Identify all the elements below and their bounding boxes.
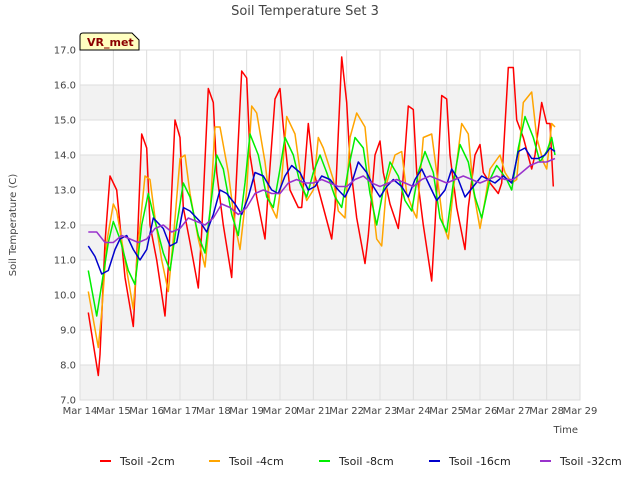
x-tick-label: Mar 20 xyxy=(263,406,298,417)
station-badge: VR_met xyxy=(79,32,140,51)
x-tick-label: Mar 18 xyxy=(196,406,231,417)
plot-band xyxy=(80,365,580,400)
legend-label: Tsoil -4cm xyxy=(228,455,284,468)
plot-band xyxy=(80,120,580,155)
plot-band xyxy=(80,330,580,365)
plot-band xyxy=(80,295,580,330)
series-line xyxy=(87,147,556,275)
y-tick-label: 8.0 xyxy=(60,361,76,372)
plot-frame xyxy=(79,49,581,401)
legend-label: Tsoil -16cm xyxy=(448,455,511,468)
series-line xyxy=(88,157,556,244)
x-tick-label: Mar 26 xyxy=(463,406,498,417)
x-tick-label: Mar 23 xyxy=(363,406,398,417)
data-series xyxy=(87,56,556,377)
legend-label: Tsoil -2cm xyxy=(119,455,175,468)
plot-band xyxy=(80,85,580,120)
plot-band xyxy=(80,260,580,295)
chart-title: Soil Temperature Set 3 xyxy=(231,4,379,19)
plot-background xyxy=(80,50,580,400)
series-line xyxy=(87,115,556,317)
x-tick-label: Mar 25 xyxy=(429,406,464,417)
y-tick-label: 9.0 xyxy=(60,326,76,337)
y-tick-label: 17.0 xyxy=(54,46,76,57)
badge-shape xyxy=(79,32,140,51)
x-tick-label: Mar 17 xyxy=(163,406,198,417)
y-axis-ticks: 7.0 8.0 9.0 10.0 11.0 12.0 13.0 14.0 15.0 16.0 17.… xyxy=(54,46,76,407)
x-tick-label: Mar 28 xyxy=(529,406,564,417)
x-tick-label: Mar 27 xyxy=(496,406,531,417)
x-axis-label: Time xyxy=(553,425,578,436)
y-tick-label: 7.0 xyxy=(60,396,76,407)
y-tick-label: 15.0 xyxy=(54,116,76,127)
plot-band xyxy=(80,190,580,225)
y-tick-label: 12.0 xyxy=(54,221,76,232)
y-tick-label: 11.0 xyxy=(54,256,76,267)
y-tick-label: 10.0 xyxy=(54,291,76,302)
x-tick-label: Mar 19 xyxy=(229,406,264,417)
x-tick-label: Mar 21 xyxy=(296,406,331,417)
y-tick-label: 13.0 xyxy=(54,186,76,197)
x-tick-label: Mar 16 xyxy=(129,406,164,417)
y-axis-label: Soil Temperature (C) xyxy=(8,174,19,277)
series-line xyxy=(87,91,556,349)
y-tick-label: 16.0 xyxy=(54,81,76,92)
legend-label: Tsoil -32cm xyxy=(559,455,622,468)
x-tick-label: Mar 14 xyxy=(63,406,98,417)
legend-label: Tsoil -8cm xyxy=(338,455,394,468)
badge-label: VR_met xyxy=(87,36,134,49)
plot-band xyxy=(80,50,580,85)
x-tick-label: Mar 22 xyxy=(329,406,364,417)
y-tick-label: 14.0 xyxy=(54,151,76,162)
x-tick-label: Mar 15 xyxy=(96,406,131,417)
x-tick-label: Mar 24 xyxy=(396,406,431,417)
x-tick-label: Mar 29 xyxy=(563,406,598,417)
legend: Tsoil -2cm Tsoil -4cm Tsoil -8cm Tsoil -16c… xyxy=(100,455,622,468)
